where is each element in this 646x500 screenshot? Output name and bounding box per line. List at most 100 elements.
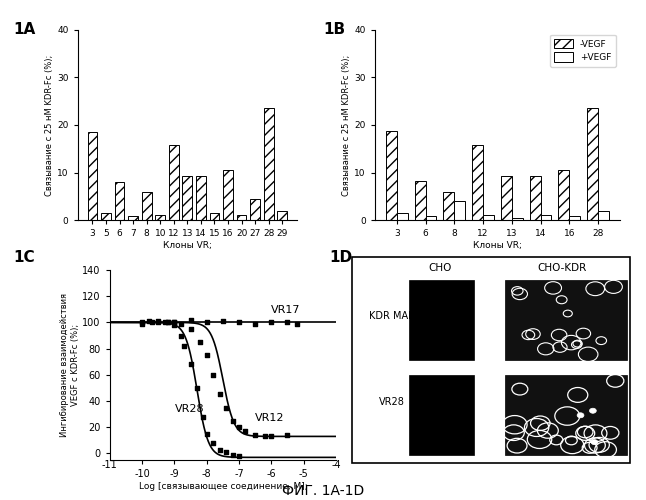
Bar bbox=[443, 192, 454, 220]
Text: 1C: 1C bbox=[13, 250, 34, 265]
Point bbox=[198, 413, 209, 421]
Point bbox=[195, 338, 205, 346]
Bar bbox=[483, 215, 494, 220]
Text: ФИГ. 1A-1D: ФИГ. 1A-1D bbox=[282, 484, 364, 498]
Text: VR17: VR17 bbox=[271, 305, 301, 315]
Point bbox=[208, 439, 218, 447]
Text: 1B: 1B bbox=[323, 22, 345, 38]
Bar bbox=[397, 213, 408, 220]
Text: -11: -11 bbox=[102, 460, 118, 470]
Point bbox=[147, 318, 157, 326]
Point bbox=[176, 332, 186, 340]
Bar bbox=[505, 280, 627, 360]
Bar bbox=[196, 176, 206, 220]
Bar bbox=[128, 216, 138, 220]
X-axis label: Клоны VR;: Клоны VR; bbox=[163, 241, 212, 250]
Text: 1A: 1A bbox=[13, 22, 35, 38]
Bar bbox=[454, 201, 465, 220]
Point bbox=[250, 431, 260, 439]
Point bbox=[163, 318, 173, 326]
Bar bbox=[169, 145, 179, 220]
Bar bbox=[250, 198, 260, 220]
Text: VR12: VR12 bbox=[255, 412, 285, 422]
Point bbox=[137, 320, 147, 328]
Bar bbox=[512, 218, 523, 220]
Bar bbox=[182, 176, 193, 220]
Text: KDR MAb: KDR MAb bbox=[369, 311, 414, 321]
Point bbox=[266, 318, 276, 326]
Point bbox=[208, 371, 218, 379]
Bar bbox=[587, 108, 598, 220]
Point bbox=[169, 318, 180, 326]
Circle shape bbox=[589, 408, 596, 414]
Point bbox=[214, 390, 225, 398]
Point bbox=[163, 318, 173, 326]
X-axis label: Клоны VR;: Клоны VR; bbox=[473, 241, 522, 250]
Point bbox=[214, 446, 225, 454]
Bar bbox=[155, 215, 165, 220]
Point bbox=[153, 318, 163, 326]
Text: CHO-KDR: CHO-KDR bbox=[537, 262, 587, 272]
Point bbox=[179, 342, 189, 350]
Point bbox=[292, 320, 302, 328]
Bar bbox=[501, 176, 512, 220]
Point bbox=[185, 325, 196, 333]
Point bbox=[266, 432, 276, 440]
Point bbox=[260, 432, 270, 440]
Bar bbox=[505, 374, 627, 454]
Bar bbox=[569, 216, 580, 220]
Point bbox=[234, 452, 244, 460]
Point bbox=[227, 451, 238, 459]
Point bbox=[143, 317, 154, 325]
Point bbox=[192, 384, 202, 392]
Point bbox=[250, 320, 260, 328]
Y-axis label: Ингибирование взаимодействия
VEGF с KDR-Fc (%);: Ингибирование взаимодействия VEGF с KDR-… bbox=[60, 293, 79, 437]
Text: VR28: VR28 bbox=[379, 397, 404, 407]
Bar bbox=[101, 213, 111, 220]
Point bbox=[227, 416, 238, 424]
Bar bbox=[415, 181, 426, 220]
Bar bbox=[223, 170, 233, 220]
Text: -4: -4 bbox=[331, 460, 340, 470]
Point bbox=[234, 423, 244, 431]
Bar bbox=[558, 170, 569, 220]
Y-axis label: Связывание с 25 нМ KDR-Fc (%);: Связывание с 25 нМ KDR-Fc (%); bbox=[45, 54, 54, 196]
Point bbox=[202, 430, 212, 438]
X-axis label: Log [связывающее соединение, М];: Log [связывающее соединение, М]; bbox=[138, 482, 307, 491]
Legend: -VEGF, +VEGF: -VEGF, +VEGF bbox=[550, 34, 616, 66]
Point bbox=[202, 318, 212, 326]
Bar bbox=[141, 192, 152, 220]
Bar bbox=[472, 145, 483, 220]
Point bbox=[282, 431, 293, 439]
Point bbox=[185, 360, 196, 368]
Bar bbox=[598, 210, 609, 220]
Bar bbox=[386, 130, 397, 220]
Point bbox=[160, 318, 170, 326]
Text: 1D: 1D bbox=[329, 250, 353, 265]
Circle shape bbox=[591, 440, 598, 444]
Point bbox=[202, 351, 212, 359]
Point bbox=[218, 317, 228, 325]
Point bbox=[176, 320, 186, 328]
Point bbox=[221, 404, 231, 411]
Bar bbox=[264, 108, 274, 220]
Bar bbox=[530, 176, 541, 220]
Point bbox=[234, 318, 244, 326]
Point bbox=[282, 318, 293, 326]
Bar bbox=[277, 212, 287, 220]
Bar bbox=[87, 132, 98, 220]
Text: CHO: CHO bbox=[428, 262, 452, 272]
Text: VR28: VR28 bbox=[174, 404, 204, 413]
Point bbox=[153, 317, 163, 325]
Bar bbox=[408, 280, 474, 360]
Point bbox=[169, 321, 180, 329]
Bar bbox=[541, 215, 552, 220]
Bar bbox=[426, 216, 437, 220]
Bar bbox=[209, 213, 220, 220]
Bar bbox=[236, 215, 247, 220]
Point bbox=[137, 318, 147, 326]
Point bbox=[169, 318, 180, 326]
Point bbox=[185, 316, 196, 324]
Y-axis label: Связывание с 25 нМ KDR-Fc (%);: Связывание с 25 нМ KDR-Fc (%); bbox=[342, 54, 351, 196]
Bar bbox=[408, 374, 474, 454]
